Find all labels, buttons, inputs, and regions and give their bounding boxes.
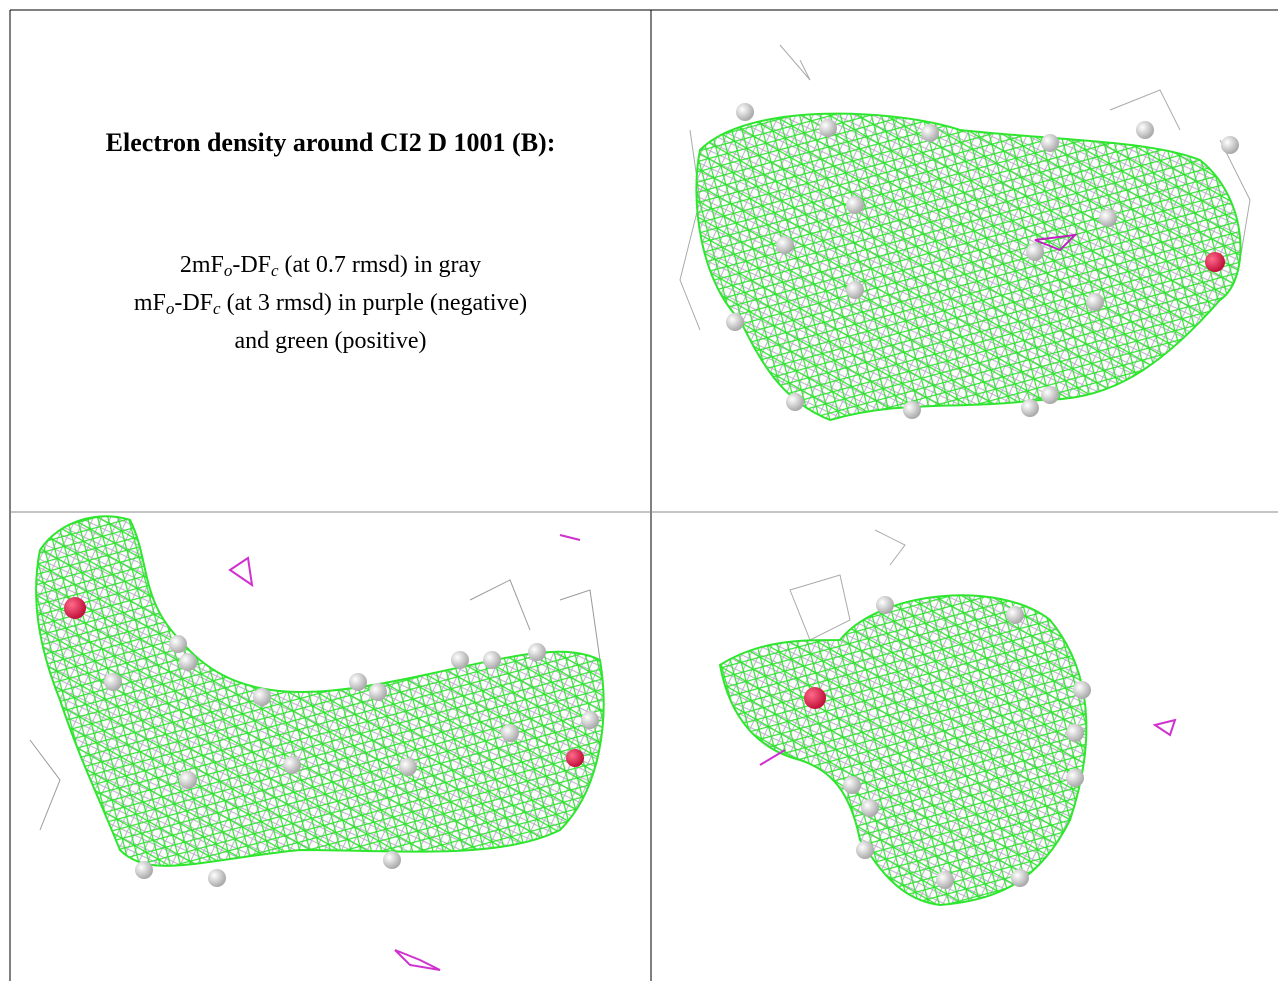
subscript: o bbox=[165, 299, 175, 318]
caption-line: 2mFo-DFc (at 0.7 rmsd) in gray bbox=[10, 246, 651, 284]
text-run: (at 3 rmsd) in purple (negative) bbox=[220, 290, 528, 316]
caption-title: Electron density around CI2 D 1001 (B): bbox=[105, 128, 556, 157]
density-view-bottom-left bbox=[29, 515, 605, 971]
subscript: c bbox=[271, 261, 279, 280]
text-run: mF bbox=[133, 290, 166, 316]
density-view-top-right bbox=[679, 44, 1251, 422]
text-run: -DF bbox=[232, 252, 271, 278]
caption-line: mFo-DFc (at 3 rmsd) in purple (negative) bbox=[10, 284, 651, 322]
text-run: 2mF bbox=[179, 252, 224, 278]
subscript: o bbox=[223, 261, 233, 280]
text-run: (at 0.7 rmsd) in gray bbox=[278, 252, 482, 278]
table-borders bbox=[9, 9, 1278, 981]
caption-cell: Electron density around CI2 D 1001 (B): … bbox=[10, 10, 651, 512]
caption-lines: 2mFo-DFc (at 0.7 rmsd) in gray mFo-DFc (a… bbox=[10, 246, 651, 360]
text-run: -DF bbox=[174, 290, 214, 316]
text-run: and green (positive) bbox=[234, 328, 427, 354]
caption-line: and green (positive) bbox=[10, 322, 651, 360]
density-view-bottom-right bbox=[718, 529, 1177, 907]
subscript: c bbox=[213, 299, 221, 318]
